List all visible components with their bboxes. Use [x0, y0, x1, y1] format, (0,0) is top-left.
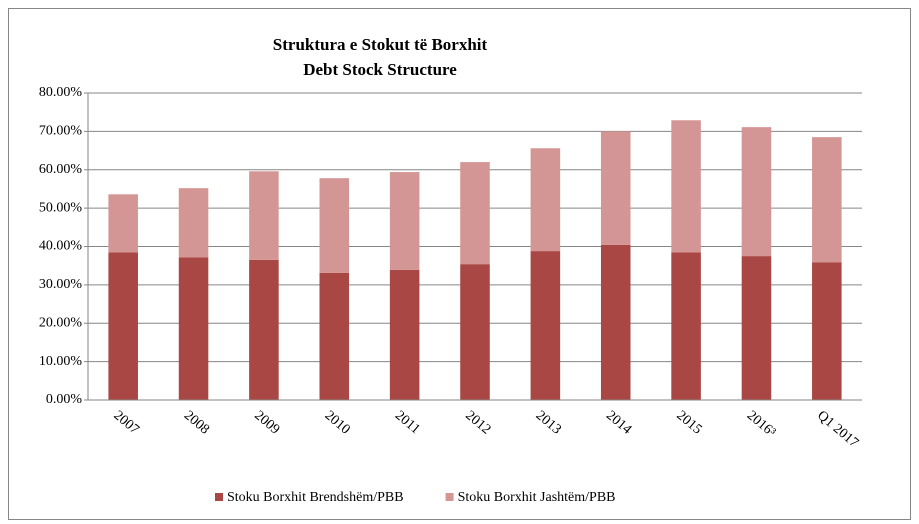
y-tick-label: 60.00%: [39, 162, 83, 177]
y-tick-label: 30.00%: [39, 277, 83, 292]
y-tick-label: 10.00%: [39, 354, 83, 369]
chart-border: [8, 8, 911, 520]
bar-segment: [530, 251, 561, 400]
y-tick-label: 0.00%: [46, 392, 83, 407]
bar-segment: [178, 188, 209, 258]
bar-segment: [178, 257, 209, 400]
y-tick-label: 80.00%: [39, 85, 83, 100]
y-tick-label: 50.00%: [39, 200, 83, 215]
bar-segment: [600, 244, 631, 400]
bar-segment: [671, 120, 701, 253]
bar-segment: [460, 264, 490, 400]
y-tick-label: 20.00%: [39, 315, 83, 330]
legend-label: Stoku Borxhit Brendshëm/PBB: [227, 490, 404, 505]
bar-segment: [741, 127, 772, 257]
bar-segment: [389, 269, 420, 400]
bar-segment: [389, 172, 420, 270]
bar-segment: [319, 272, 350, 400]
bar-segment: [108, 252, 138, 400]
bar-segment: [319, 178, 350, 273]
bar-segment: [812, 262, 842, 400]
bar-segment: [600, 131, 631, 245]
y-tick-label: 40.00%: [39, 239, 83, 254]
bar-segment: [530, 148, 561, 252]
bar-segment: [671, 252, 701, 400]
bar-segment: [741, 256, 772, 400]
bar-segment: [249, 259, 279, 400]
legend-label: Stoku Borxhit Jashtëm/PBB: [458, 490, 616, 505]
bar-segment: [460, 162, 490, 265]
legend-swatch: [215, 493, 223, 501]
bar-segment: [108, 194, 138, 253]
chart-title: Struktura e Stokut të Borxhit: [273, 35, 488, 54]
y-tick-label: 70.00%: [39, 124, 83, 139]
bar-segment: [249, 171, 279, 260]
chart-subtitle: Debt Stock Structure: [303, 60, 457, 79]
bar-segment: [812, 137, 842, 263]
legend-swatch: [445, 493, 454, 501]
